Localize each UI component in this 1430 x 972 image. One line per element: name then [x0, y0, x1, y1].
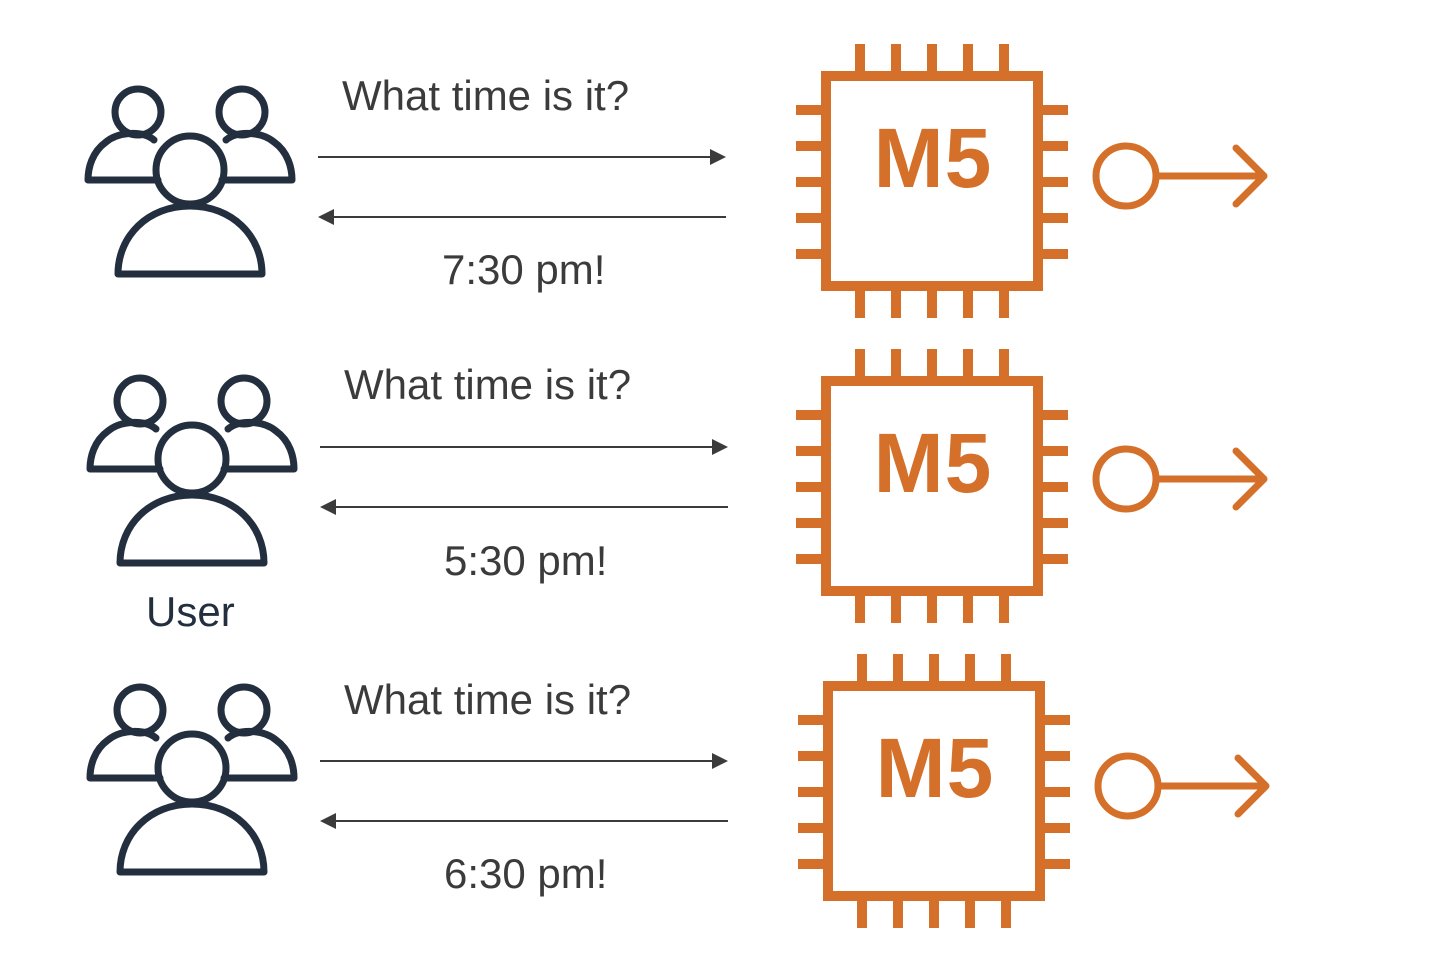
ec2-instance-chip-icon: [796, 44, 1068, 318]
users-group-icon: [86, 683, 298, 876]
user-caption: User: [146, 588, 235, 635]
instance-type-label: M5: [875, 721, 995, 815]
request-row-3: What time is it? 6:30 pm! M5: [0, 610, 1430, 928]
answer-label: 7:30 pm!: [442, 246, 606, 293]
response-arrow-icon: [320, 499, 728, 515]
answer-label: 5:30 pm!: [444, 537, 608, 584]
connector-arrow-icon: [1094, 752, 1270, 820]
users-group-icon: [84, 85, 296, 278]
instance-type-label: M5: [873, 111, 993, 205]
connector-arrow-icon: [1092, 142, 1268, 210]
connector-arrow-icon: [1092, 445, 1268, 513]
request-row-1: What time is it? 7:30 pm! M5: [0, 0, 1430, 318]
users-group-icon: [86, 374, 298, 567]
question-label: What time is it?: [344, 361, 632, 408]
request-row-2: What time is it? 5:30 pm! M5: [0, 303, 1430, 623]
ec2-instance-chip-icon: [798, 654, 1070, 928]
question-label: What time is it?: [342, 72, 630, 119]
request-arrow-icon: [320, 439, 728, 455]
ec2-instance-chip-icon: [796, 349, 1068, 623]
response-arrow-icon: [318, 209, 726, 225]
request-arrow-icon: [318, 149, 726, 165]
answer-label: 6:30 pm!: [444, 850, 608, 897]
request-arrow-icon: [320, 753, 728, 769]
question-label: What time is it?: [344, 676, 632, 723]
instance-type-label: M5: [873, 416, 993, 510]
response-arrow-icon: [320, 813, 728, 829]
